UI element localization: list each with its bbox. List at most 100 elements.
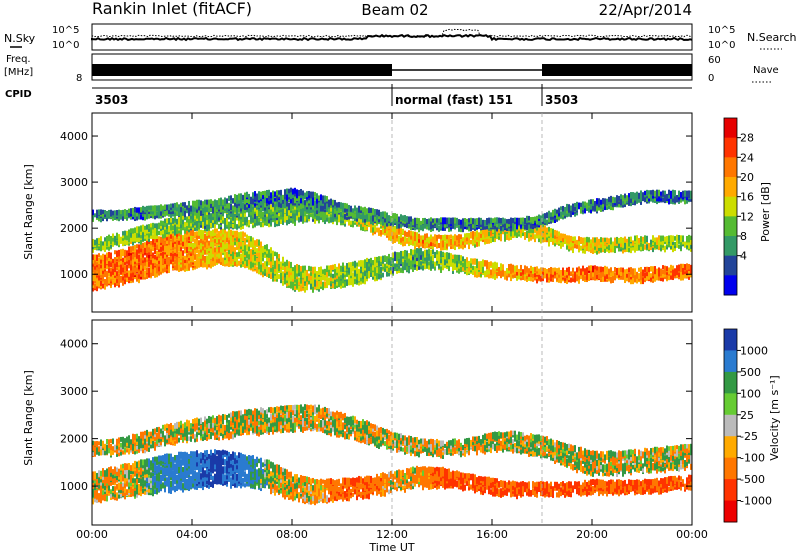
data-cell — [478, 261, 480, 267]
data-cell — [498, 267, 500, 272]
data-cell — [166, 260, 168, 265]
data-cell — [182, 208, 184, 213]
data-cell — [498, 218, 500, 224]
data-cell — [198, 206, 200, 210]
data-cell — [144, 271, 146, 278]
data-cell — [334, 200, 336, 206]
data-cell — [186, 216, 188, 220]
data-cell — [258, 269, 260, 275]
data-cell — [456, 255, 458, 261]
data-cell — [480, 218, 482, 224]
data-cell — [422, 251, 424, 256]
data-cell — [102, 283, 104, 288]
data-cell — [264, 191, 266, 197]
data-cell — [450, 218, 452, 224]
data-cell — [476, 218, 478, 225]
data-cell — [490, 230, 492, 236]
data-cell — [150, 241, 152, 245]
data-cell — [110, 252, 112, 257]
data-cell — [450, 253, 452, 259]
data-cell — [430, 250, 432, 257]
data-cell — [454, 217, 456, 223]
data-cell — [104, 279, 106, 285]
data-cell — [568, 204, 570, 211]
data-cell — [350, 221, 352, 225]
data-cell — [586, 267, 588, 272]
data-cell — [610, 196, 612, 203]
data-cell — [590, 265, 592, 271]
data-cell — [454, 240, 456, 245]
data-cell — [432, 242, 434, 246]
data-cell — [572, 268, 574, 273]
data-cell — [398, 259, 400, 266]
data-cell — [316, 271, 318, 276]
data-cell — [256, 239, 258, 246]
data-cell — [292, 189, 294, 195]
data-cell — [612, 197, 614, 203]
data-cell — [252, 237, 254, 244]
data-cell — [256, 248, 258, 253]
data-cell — [328, 217, 330, 223]
data-cell — [168, 267, 170, 273]
data-cell — [620, 267, 622, 272]
data-cell — [200, 200, 202, 205]
data-cell — [218, 238, 220, 244]
data-cell — [546, 219, 548, 225]
data-cell — [566, 268, 568, 272]
data-cell — [302, 272, 304, 277]
data-cell — [158, 223, 160, 230]
data-cell — [430, 234, 432, 238]
data-cell — [616, 195, 618, 201]
data-cell — [100, 241, 102, 245]
data-cell — [130, 208, 132, 214]
data-cell — [94, 283, 96, 288]
data-cell — [130, 228, 132, 233]
data-cell — [416, 248, 418, 253]
data-cell — [156, 223, 158, 229]
data-cell — [136, 207, 138, 212]
data-cell — [148, 268, 150, 275]
data-cell — [568, 235, 570, 240]
data-cell — [116, 210, 118, 215]
data-cell — [118, 234, 120, 240]
data-cell — [416, 232, 418, 239]
data-cell — [204, 234, 206, 240]
data-cell — [386, 213, 388, 220]
data-cell — [488, 262, 490, 269]
data-cell — [160, 261, 162, 266]
data-cell — [298, 265, 300, 271]
data-cell — [168, 204, 170, 210]
data-cell — [144, 242, 146, 248]
data-cell — [144, 229, 146, 236]
data-cell — [382, 218, 384, 225]
data-cell — [560, 211, 562, 218]
data-cell — [220, 215, 222, 220]
data-cell — [424, 218, 426, 224]
data-cell — [544, 274, 546, 278]
data-cell — [134, 207, 136, 212]
data-cell — [460, 220, 462, 225]
data-cell — [134, 267, 136, 273]
data-cell — [104, 237, 106, 241]
data-cell — [606, 238, 608, 244]
data-cell — [112, 268, 114, 275]
data-cell — [496, 217, 498, 224]
data-cell — [460, 266, 462, 272]
data-cell — [376, 227, 378, 232]
data-cell — [572, 237, 574, 241]
data-cell — [348, 262, 350, 267]
data-cell — [114, 250, 116, 254]
data-cell — [468, 233, 470, 239]
data-cell — [138, 244, 140, 251]
data-cell — [138, 255, 140, 262]
data-cell — [516, 265, 518, 272]
data-cell — [132, 228, 134, 233]
data-cell — [488, 218, 490, 224]
data-cell — [132, 208, 134, 215]
data-cell — [184, 210, 186, 217]
data-cell — [142, 225, 144, 230]
data-cell — [294, 188, 296, 194]
data-cell — [246, 234, 248, 239]
data-cell — [514, 226, 516, 230]
data-cell — [178, 204, 180, 211]
